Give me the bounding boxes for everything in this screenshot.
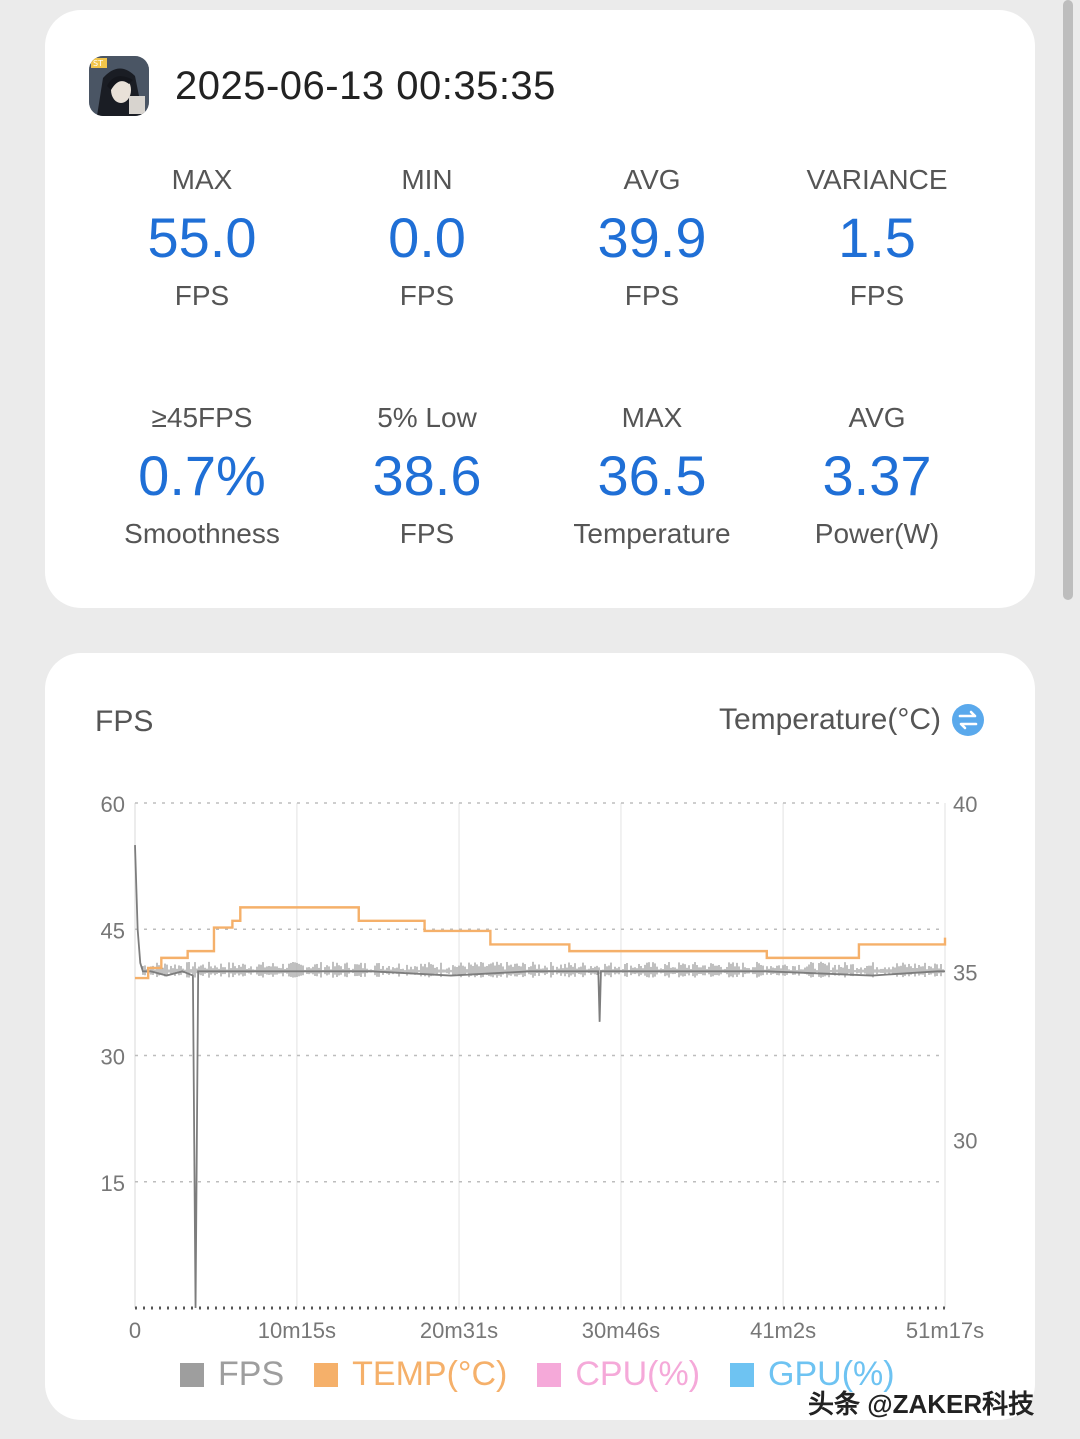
stat-value: 38.6 [372,444,482,507]
stat-value: 1.5 [838,206,916,269]
y-right-tick-label: 35 [953,960,977,985]
stat-unit: FPS [624,280,680,311]
stat-label: AVG [623,164,681,195]
stat-avg-power: AVG 3.37 Power(W) [757,400,997,552]
stat-unit: FPS [849,280,905,311]
legend-label: TEMP(°C) [352,1355,508,1393]
stat-max-temperature: MAX 36.5 Temperature [532,400,772,552]
svg-text:ST: ST [93,59,103,68]
stat-unit: FPS [399,280,455,311]
stat-unit: Temperature [573,518,731,549]
stat-variance: VARIANCE 1.5 FPS [757,162,997,314]
stat-unit: Smoothness [124,518,280,549]
stat-avg-fps: AVG 39.9 FPS [532,162,772,314]
y-right-tick-label: 40 [953,792,977,817]
stat-label: AVG [848,402,906,433]
legend-item-gpu[interactable]: GPU(%) [730,1355,895,1394]
watermark: 头条 @ZAKER科技 [808,1389,1035,1419]
stat-max-fps: MAX 55.0 FPS [82,162,322,314]
stat-unit: FPS [399,518,455,549]
fps-temperature-chart: 15 30 45 60 30 35 40 0 10m15s 20m31s 30m46s 41m2s 51… [101,792,985,1343]
stat-label: 5% Low [377,402,477,433]
legend-item-fps[interactable]: FPS [180,1355,284,1394]
x-tick-label: 30m46s [582,1318,660,1343]
x-tick-label: 20m31s [420,1318,498,1343]
stat-value: 36.5 [597,444,707,507]
session-timestamp: 2025-06-13 00:35:35 [175,63,556,108]
session-header: ST 2025-06-13 00:35:35 [89,54,556,118]
stat-value: 39.9 [597,206,707,269]
fps-series-line [134,845,945,1309]
stat-value: 0.0 [388,206,466,269]
chart-right-header: Temperature(°C) [719,703,985,737]
legend-swatch [180,1362,204,1387]
chart-right-axis-title: Temperature(°C) [718,703,941,736]
temp-series-line [135,906,947,980]
y-left-tick-label: 45 [101,918,125,943]
session-summary-card: ST 2025-06-13 00:35:35 MAX 55.0 FPS MIN … [45,10,1035,608]
chart-legend: FPS TEMP(°C) CPU(%) GPU(%) [180,1355,925,1394]
stat-value: 55.0 [147,206,257,269]
stat-smoothness: ≥45FPS 0.7% Smoothness [82,400,322,552]
stat-label: ≥45FPS [151,402,253,433]
y-left-tick-label: 60 [101,792,125,817]
legend-item-temp[interactable]: TEMP(°C) [314,1355,507,1394]
y-left-tick-label: 30 [101,1045,125,1070]
legend-label: CPU(%) [575,1355,701,1393]
legend-label: GPU(%) [768,1355,895,1393]
stat-label: MAX [621,402,683,433]
y-left-tick-label: 15 [101,1171,125,1196]
x-tick-label: 41m2s [750,1318,816,1343]
stat-value: 3.37 [822,444,932,507]
stat-label: MIN [401,164,453,195]
stat-label: MAX [171,164,233,195]
stat-label: VARIANCE [806,164,948,195]
stat-min-fps: MIN 0.0 FPS [307,162,547,314]
stat-unit: Power(W) [814,518,940,549]
swap-icon[interactable] [951,703,985,737]
legend-swatch [730,1362,755,1387]
y-right-tick-label: 30 [953,1129,977,1154]
game-app-icon: ST [89,56,149,116]
legend-swatch [537,1362,562,1387]
stat-unit: FPS [174,280,230,311]
page-scrollbar[interactable] [1063,0,1073,600]
x-tick-label: 10m15s [258,1318,336,1343]
x-tick-label: 0 [129,1318,141,1343]
legend-item-cpu[interactable]: CPU(%) [537,1355,700,1394]
legend-swatch [314,1362,339,1387]
stat-5pct-low: 5% Low 38.6 FPS [307,400,547,552]
stat-value: 0.7% [138,444,266,507]
legend-label: FPS [218,1355,285,1393]
fps-temperature-chart-card: FPS Temperature(°C) 15 30 45 60 30 35 40 0 10m15… [45,653,1035,1420]
x-tick-label: 51m17s [906,1318,984,1343]
chart-left-axis-title: FPS [95,705,154,738]
